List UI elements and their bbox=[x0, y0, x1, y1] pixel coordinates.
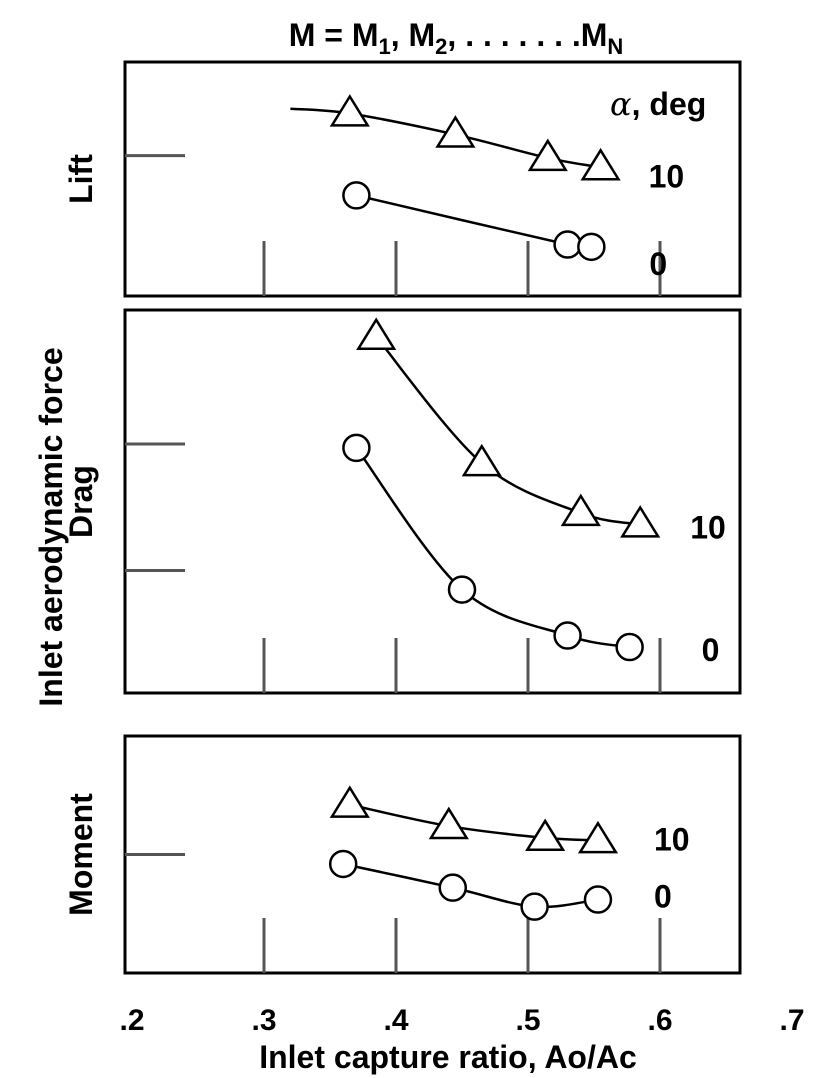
circle-marker bbox=[328, 849, 358, 879]
x-axis-label: Inlet capture ratio, Ao/Ac bbox=[259, 1039, 637, 1075]
circle-marker bbox=[447, 575, 477, 604]
series-label-drag-10: 10 bbox=[690, 509, 726, 545]
triangle-marker bbox=[435, 115, 476, 148]
x-tick-label: .7 bbox=[779, 1004, 804, 1037]
panels-group: Lift 10 0 Drag 10 0 Moment 10 0 bbox=[63, 60, 742, 975]
circle-marker bbox=[342, 181, 371, 210]
panel-lift-ylabel: Lift bbox=[63, 154, 99, 204]
series-moment-0-line bbox=[342, 862, 599, 909]
series-label-moment-0: 0 bbox=[654, 879, 672, 915]
series-drag-10-line bbox=[375, 336, 641, 526]
triangle-marker bbox=[577, 820, 619, 854]
circle-marker bbox=[583, 885, 613, 914]
circle-marker bbox=[615, 632, 644, 662]
panel-drag-frame bbox=[123, 308, 742, 695]
series-drag-alpha-10: 10 bbox=[356, 317, 726, 545]
series-drag-alpha-0: 0 bbox=[342, 433, 720, 668]
triangle-marker bbox=[560, 493, 601, 527]
panel-moment-frame bbox=[123, 734, 742, 975]
title-mid: , M bbox=[391, 17, 435, 53]
title-dots: , . . . . . . .M bbox=[447, 17, 607, 53]
series-moment-alpha-10: 10 bbox=[329, 785, 690, 857]
panel-drag-ylabel: Drag bbox=[63, 465, 99, 538]
series-label-moment-10: 10 bbox=[654, 821, 690, 857]
triangle-marker bbox=[356, 317, 397, 350]
circle-marker bbox=[553, 621, 582, 650]
title-prefix: M = M bbox=[289, 17, 379, 53]
x-tick-label: .2 bbox=[119, 1004, 144, 1037]
series-label-drag-0: 0 bbox=[702, 632, 720, 668]
panel-drag: Drag 10 0 bbox=[63, 308, 742, 695]
y-axis-label: Inlet aerodynamic force bbox=[33, 347, 69, 706]
triangle-marker bbox=[620, 505, 661, 538]
x-tick-label: .5 bbox=[515, 1004, 540, 1037]
circle-marker bbox=[438, 873, 468, 902]
triangle-marker bbox=[525, 818, 566, 852]
series-lift-alpha-0: 0 bbox=[342, 181, 667, 282]
chart-title: M = M1, M2, . . . . . . .MN bbox=[289, 17, 624, 59]
panel-lift: Lift 10 0 bbox=[63, 60, 742, 298]
series-moment-10-line bbox=[349, 803, 599, 842]
triangle-marker bbox=[329, 785, 370, 818]
triangle-marker bbox=[527, 138, 568, 172]
series-label-lift-10: 10 bbox=[649, 158, 685, 194]
series-lift-alpha-10: 10 bbox=[290, 94, 685, 194]
panel-moment: Moment 10 0 bbox=[63, 734, 742, 975]
title-subN: N bbox=[607, 34, 623, 59]
panel-lift-frame bbox=[123, 60, 742, 298]
circle-marker bbox=[342, 433, 371, 463]
title-sub2: 2 bbox=[435, 34, 447, 59]
x-tick-label: .3 bbox=[251, 1004, 276, 1037]
series-label-lift-0: 0 bbox=[649, 246, 667, 282]
x-tick-labels: .2 .3 .4 .5 .6 .7 bbox=[119, 1004, 804, 1037]
legend-alpha-symbol: α bbox=[610, 85, 632, 123]
circle-marker bbox=[520, 892, 549, 921]
triangle-marker bbox=[580, 147, 621, 181]
x-tick-label: .6 bbox=[647, 1004, 672, 1037]
legend-title-text: , deg bbox=[632, 86, 707, 122]
series-drag-0-line bbox=[355, 447, 630, 649]
triangle-marker bbox=[329, 94, 370, 127]
triangle-marker bbox=[461, 443, 502, 477]
x-tick-label: .4 bbox=[383, 1004, 408, 1037]
legend-title: α, deg bbox=[610, 85, 706, 123]
title-sub1: 1 bbox=[378, 34, 390, 59]
triangle-marker bbox=[428, 806, 469, 840]
series-moment-alpha-0: 0 bbox=[328, 849, 672, 921]
circle-marker bbox=[577, 232, 606, 262]
circle-marker bbox=[553, 230, 582, 259]
panel-moment-ylabel: Moment bbox=[63, 793, 99, 916]
